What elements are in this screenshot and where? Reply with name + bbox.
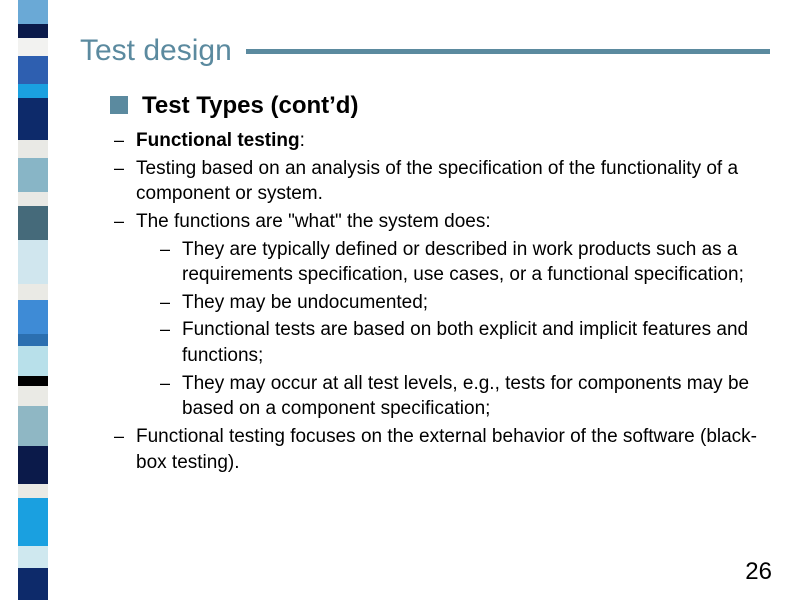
stripe-segment	[18, 546, 48, 568]
stripe-segment	[18, 98, 48, 140]
stripe-segment	[18, 568, 48, 600]
stripe-segment	[18, 56, 48, 84]
level2-text: Functional testing focuses on the extern…	[136, 424, 770, 475]
body: Test Types (cont’d) –Functional testing:…	[80, 92, 770, 475]
level2-item: –Functional testing:	[110, 128, 770, 154]
level3-item: –Functional tests are based on both expl…	[156, 317, 770, 368]
stripe-segment	[18, 24, 48, 38]
stripe-segment	[18, 38, 48, 56]
dash-bullet-icon: –	[110, 424, 128, 448]
stripe-segment	[18, 206, 48, 240]
stripe-segment	[18, 192, 48, 206]
stripe-segment	[18, 334, 48, 346]
decorative-stripe	[0, 0, 56, 600]
level2-text: Functional testing:	[136, 128, 305, 154]
content-area: Test design Test Types (cont’d) –Functio…	[56, 0, 800, 600]
stripe-segment	[18, 498, 48, 546]
stripe-segment	[18, 158, 48, 192]
dash-bullet-icon: –	[156, 317, 174, 341]
level3-item: –They may occur at all test levels, e.g.…	[156, 371, 770, 422]
dash-bullet-icon: –	[156, 371, 174, 395]
level2-text: Testing based on an analysis of the spec…	[136, 156, 770, 207]
level2-item: –Functional testing focuses on the exter…	[110, 424, 770, 475]
dash-bullet-icon: –	[110, 209, 128, 233]
dash-bullet-icon: –	[156, 237, 174, 261]
level3-text: They are typically defined or described …	[182, 237, 770, 288]
level2-text: The functions are "what" the system does…	[136, 209, 491, 235]
level3-text: Functional tests are based on both expli…	[182, 317, 770, 368]
stripe-segment	[18, 406, 48, 446]
level3-item: –They may be undocumented;	[156, 290, 770, 316]
level3-text: They may be undocumented;	[182, 290, 428, 316]
stripe-segment	[18, 376, 48, 386]
square-bullet-icon	[110, 96, 128, 114]
heading-row: Test Types (cont’d)	[110, 92, 770, 120]
dash-bullet-icon: –	[110, 156, 128, 180]
level2-item: –Testing based on an analysis of the spe…	[110, 156, 770, 207]
dash-bullet-icon: –	[110, 128, 128, 152]
level3-item: –They are typically defined or described…	[156, 237, 770, 288]
stripe-segment	[18, 0, 48, 24]
stripe-segment	[18, 300, 48, 334]
page-number: 26	[745, 558, 772, 586]
stripe-segment	[18, 446, 48, 484]
level2-item: –The functions are "what" the system doe…	[110, 209, 770, 235]
stripe-segment	[18, 84, 48, 98]
level3-text: They may occur at all test levels, e.g.,…	[182, 371, 770, 422]
dash-bullet-icon: –	[156, 290, 174, 314]
stripe-segment	[18, 284, 48, 300]
stripe-segment	[18, 386, 48, 406]
slide-title: Test design	[80, 34, 232, 68]
stripe-segment	[18, 240, 48, 284]
stripe-segment	[18, 346, 48, 376]
stripe-segment	[18, 484, 48, 498]
title-row: Test design	[80, 34, 770, 68]
slide: Test design Test Types (cont’d) –Functio…	[0, 0, 800, 600]
title-rule	[246, 49, 770, 54]
heading-text: Test Types (cont’d)	[142, 92, 358, 120]
stripe-segment	[18, 140, 48, 158]
